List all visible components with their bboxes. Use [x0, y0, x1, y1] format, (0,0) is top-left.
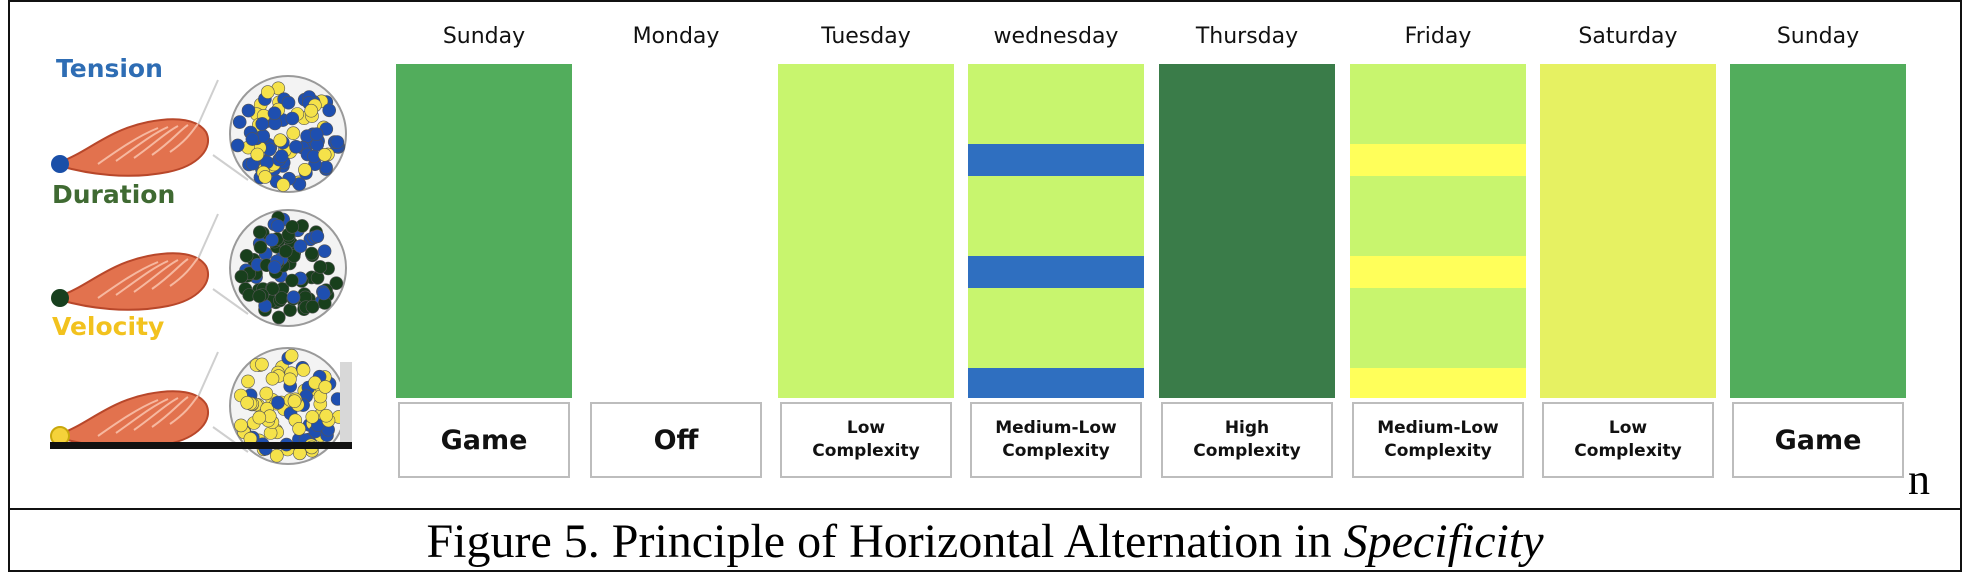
complexity-label: High Complexity [1161, 402, 1333, 478]
day-header: Monday [632, 24, 720, 49]
training-column [1540, 64, 1716, 398]
complexity-label: Game [1732, 402, 1904, 478]
figure-caption: Figure 5. Principle of Horizontal Altern… [0, 512, 1970, 572]
day-header: Friday [1404, 24, 1472, 49]
emphasis-band [968, 368, 1144, 398]
training-column [778, 64, 954, 398]
legend-base-bar [50, 442, 352, 449]
emphasis-band [1350, 368, 1526, 398]
complexity-label: Medium-Low Complexity [970, 402, 1142, 478]
training-column [1350, 64, 1526, 398]
figure-frame [8, 0, 1962, 572]
complexity-label: Off [590, 402, 762, 478]
day-header: Sunday [1776, 24, 1860, 49]
legend-label-velocity: Velocity [52, 312, 165, 341]
training-column [396, 64, 572, 398]
caption-divider [8, 508, 1962, 510]
training-column [1159, 64, 1335, 398]
emphasis-band [968, 144, 1144, 176]
caption-emphasis: Specificity [1343, 515, 1544, 568]
training-column [588, 64, 764, 398]
day-header: Sunday [442, 24, 526, 49]
day-header: Thursday [1195, 24, 1299, 49]
day-header: Tuesday [821, 24, 911, 49]
day-header: wednesday [993, 24, 1119, 49]
legend-label-duration: Duration [52, 180, 176, 209]
training-column [968, 64, 1144, 398]
caption-text: Figure 5. Principle of Horizontal Altern… [426, 515, 1344, 568]
stray-character: n [1908, 455, 1930, 504]
complexity-label: Low Complexity [1542, 402, 1714, 478]
legend-shelf [340, 362, 352, 444]
legend-graphic-tension [51, 75, 347, 193]
legend-graphic-velocity [50, 347, 347, 465]
emphasis-band [1350, 144, 1526, 176]
complexity-label: Low Complexity [780, 402, 952, 478]
legend-graphic-duration [51, 209, 347, 327]
complexity-label: Game [398, 402, 570, 478]
day-header: Saturday [1578, 24, 1678, 49]
emphasis-band [1350, 256, 1526, 288]
legend-label-tension: Tension [56, 54, 163, 83]
complexity-label: Medium-Low Complexity [1352, 402, 1524, 478]
emphasis-band [968, 256, 1144, 288]
training-column [1730, 64, 1906, 398]
